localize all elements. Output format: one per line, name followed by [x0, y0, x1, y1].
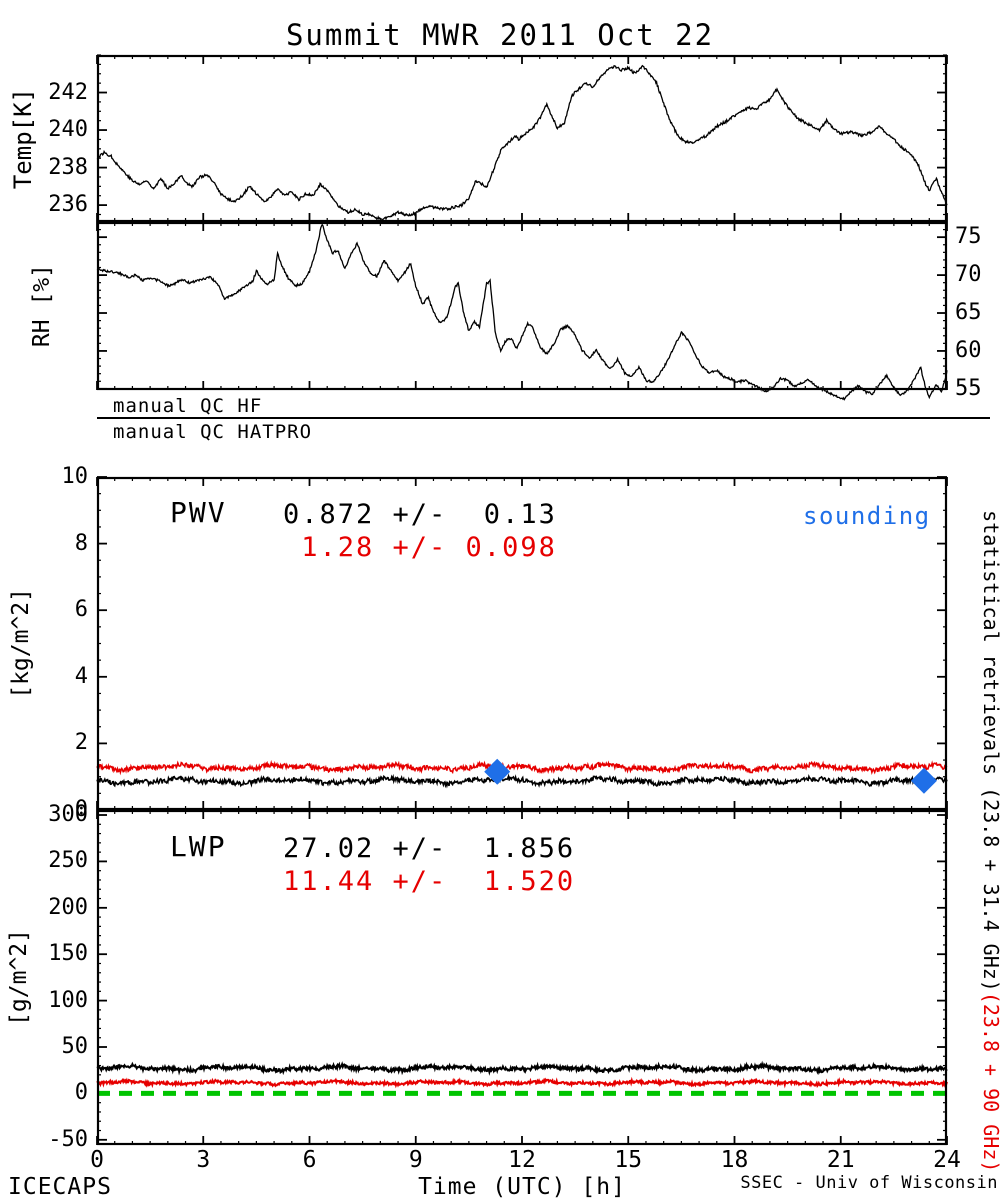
lwp-ytick-200: 200 [48, 894, 88, 920]
lwp-xtick-9: 9 [408, 1147, 423, 1173]
lwp-ytick-100: 100 [48, 987, 88, 1013]
pwv-stat-red: 1.28 +/- 0.098 [283, 532, 557, 563]
lwp-ytick--50: -50 [48, 1126, 88, 1152]
retrieval-method-caption: statistical retrievals (23.8 + 31.4 GHz)… [952, 462, 1000, 1172]
rh-series-relative-humidity [96, 223, 948, 401]
lwp-xtick-21: 21 [826, 1147, 855, 1173]
lwp-frame [96, 809, 948, 1146]
lwp-xtick-12: 12 [508, 1147, 536, 1173]
page-title: Summit MWR 2011 Oct 22 [285, 18, 715, 52]
rh-ytick-70: 70 [955, 262, 982, 288]
rh-ytick-55: 55 [955, 375, 982, 401]
retrieval-method-black: statistical retrievals (23.8 + 31.4 GHz) [979, 510, 1000, 992]
lwp-series-lwp-23.8+31.4GHz [96, 1060, 948, 1076]
pwv-label: PWV [170, 496, 227, 529]
sounding-marker [484, 758, 511, 785]
temp-series-temperature [96, 64, 948, 221]
rh-axis-title: RH [%] [26, 222, 58, 390]
project-label: ICECAPS [8, 1174, 112, 1200]
temp-ytick-240: 240 [48, 117, 88, 143]
qc-divider-line [97, 417, 990, 419]
lwp-panel [96, 809, 948, 1146]
pwv-stat-black: 0.872 +/- 0.13 [283, 499, 557, 530]
pwv-ytick-4: 4 [74, 663, 88, 689]
lwp-xtick-15: 15 [614, 1147, 643, 1173]
lwp-xtick-0: 0 [90, 1147, 104, 1173]
qc-row-hf: manual QC HF [113, 395, 263, 417]
lwp-ytick-300: 300 [48, 802, 88, 827]
rh-axis-ticks [96, 221, 948, 390]
lwp-xtick-24: 24 [933, 1147, 961, 1173]
temp-frame [96, 54, 948, 223]
pwv-frame [96, 476, 948, 811]
lwp-xtick-3: 3 [196, 1147, 211, 1173]
pwv-ytick-8: 8 [74, 530, 88, 556]
temp-ytick-242: 242 [48, 79, 88, 105]
lwp-xtick-6: 6 [302, 1147, 317, 1173]
pwv-ytick-10: 10 [61, 464, 89, 489]
x-axis-title: Time (UTC) [h] [418, 1174, 626, 1200]
pwv-ytick-6: 6 [74, 597, 88, 623]
sounding-marker [910, 767, 937, 794]
rh-ytick-75: 75 [955, 224, 982, 250]
lwp-ytick-50: 50 [61, 1034, 89, 1059]
pwv-series-pwv-23.8+31.4GHz [96, 773, 948, 789]
pwv-ytick-0: 0 [74, 797, 88, 822]
lwp-series-lwp-23.8+90GHz [96, 1076, 948, 1089]
institution-label: SSEC - Univ of Wisconsin [740, 1173, 998, 1193]
lwp-label: LWP [170, 830, 227, 863]
rh-ytick-60: 60 [955, 337, 982, 363]
pwv-panel [96, 476, 948, 811]
rh-ytick-65: 65 [955, 300, 982, 326]
lwp-stat-red: 11.44 +/- 1.520 [283, 866, 576, 897]
lwp-xtick-18: 18 [720, 1147, 749, 1173]
rh-panel [96, 221, 948, 401]
lwp-ytick-150: 150 [48, 941, 88, 967]
temp-panel [96, 54, 948, 223]
temp-ytick-238: 238 [48, 154, 88, 180]
rh-frame [96, 221, 948, 391]
pwv-axis-title: [kg/m^2] [4, 477, 38, 810]
qc-row-hatpro: manual QC HATPRO [113, 421, 313, 443]
lwp-ytick-250: 250 [48, 848, 88, 874]
pwv-series-pwv-23.8+90GHz [96, 759, 948, 776]
pwv-ytick-2: 2 [74, 730, 88, 756]
lwp-stat-black: 27.02 +/- 1.856 [283, 833, 576, 864]
sounding-legend: sounding [803, 502, 931, 530]
temp-ytick-236: 236 [48, 192, 88, 218]
retrieval-method-red: (23.8 + 90 GHz) [979, 991, 1000, 1173]
rh-axis-title-text: RH [%] [29, 264, 55, 348]
lwp-ytick-0: 0 [74, 1080, 88, 1106]
